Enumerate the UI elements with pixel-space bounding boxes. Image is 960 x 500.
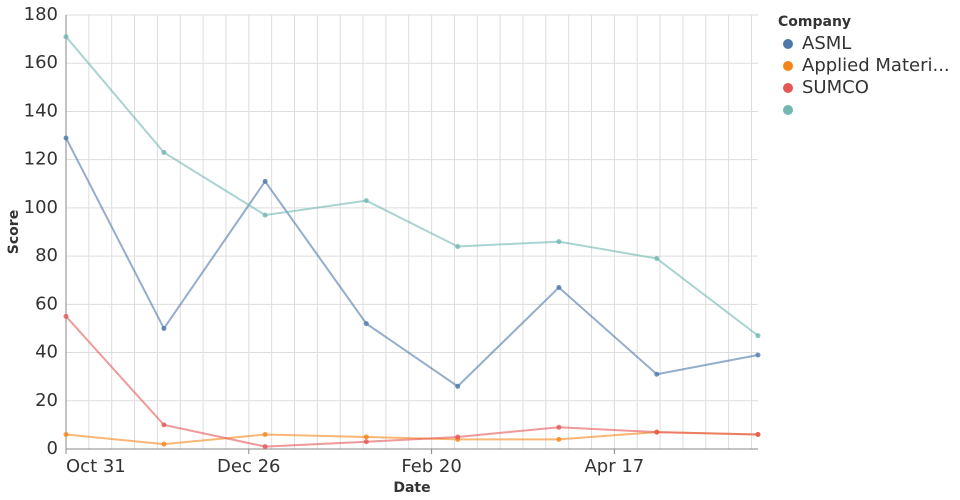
y-tick-label: 140: [24, 100, 58, 121]
data-point: [455, 383, 461, 389]
data-point: [755, 432, 761, 438]
x-tick-label: Feb 20: [401, 456, 462, 477]
x-axis-title: Date: [393, 480, 430, 496]
data-point: [654, 256, 660, 262]
data-point: [262, 432, 268, 438]
data-point: [161, 149, 167, 155]
data-point: [654, 371, 660, 377]
legend-symbol: [783, 83, 793, 93]
legend-symbol: [783, 105, 793, 115]
data-point: [63, 34, 69, 40]
y-tick-label: 40: [35, 342, 58, 363]
series-line: [65, 137, 759, 388]
data-point: [455, 243, 461, 249]
data-point: [262, 212, 268, 218]
x-tick-label: Apr 17: [584, 456, 644, 477]
y-tick-label: 120: [24, 149, 58, 170]
y-tick-label: 180: [24, 4, 58, 25]
y-tick-label: 20: [35, 390, 58, 411]
data-point: [556, 424, 562, 430]
legend-symbol: [783, 39, 793, 49]
data-point: [363, 321, 369, 327]
data-point: [63, 313, 69, 319]
legend-label: Applied Materi...: [802, 55, 950, 76]
data-point: [363, 434, 369, 440]
legend-label: SUMCO: [802, 77, 869, 98]
y-tick-label: 100: [24, 197, 58, 218]
y-tick-label: 160: [24, 52, 58, 73]
data-point: [161, 325, 167, 331]
data-point: [363, 439, 369, 445]
data-point: [755, 333, 761, 339]
data-point: [556, 436, 562, 442]
data-point: [262, 444, 268, 450]
y-tick-label: 80: [35, 245, 58, 266]
series-line: [65, 315, 759, 448]
data-point: [363, 198, 369, 204]
legend-title: Company: [778, 14, 851, 30]
data-point: [556, 239, 562, 245]
x-tick-label: Oct 31: [66, 456, 126, 477]
data-point: [63, 432, 69, 438]
legend-label: ASML: [802, 33, 851, 54]
data-point: [455, 434, 461, 440]
y-tick-label: 0: [47, 438, 58, 459]
data-point: [654, 429, 660, 435]
data-point: [161, 441, 167, 447]
data-point: [556, 284, 562, 290]
y-axis-title: Score: [6, 210, 22, 254]
series-line: [65, 36, 759, 337]
series-line: [65, 431, 759, 446]
data-point: [161, 422, 167, 428]
data-point: [63, 135, 69, 141]
x-tick-label: Dec 26: [217, 456, 280, 477]
data-point: [262, 178, 268, 184]
y-tick-label: 60: [35, 293, 58, 314]
data-point: [755, 352, 761, 358]
legend-symbol: [783, 61, 793, 71]
